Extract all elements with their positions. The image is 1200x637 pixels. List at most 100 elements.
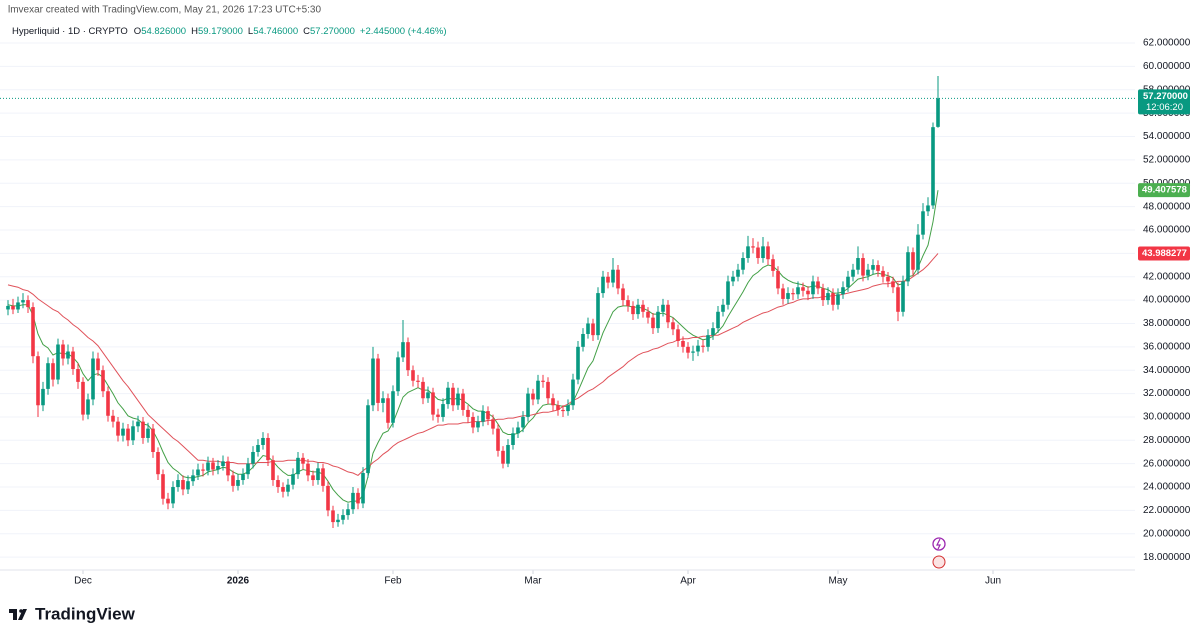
event-icon (932, 537, 946, 551)
candle-body (336, 519, 340, 523)
candle-body (596, 293, 600, 336)
candle-body (726, 281, 730, 305)
y-tick-label: 62.000000 (1143, 38, 1191, 49)
x-tick-label: Mar (524, 576, 542, 587)
candle-body (111, 415, 115, 422)
candle-body (601, 276, 605, 294)
ohlc-value: 59.179000 (198, 26, 243, 37)
candle-body (676, 329, 680, 341)
candle-body (666, 304, 670, 323)
candle-body (586, 323, 590, 334)
candle-body (431, 392, 435, 415)
candle-body (381, 398, 385, 403)
candle-body (836, 294, 840, 305)
candle-body (456, 393, 460, 406)
candle-body (481, 411, 485, 422)
candle-body (81, 381, 85, 415)
candle-body (166, 498, 170, 504)
candle-body (116, 421, 120, 436)
candle-body (786, 293, 790, 299)
candle-body (131, 426, 135, 441)
candle-body (646, 311, 650, 318)
candle-body (791, 293, 795, 295)
candle-body (61, 344, 65, 359)
candle-body (396, 357, 400, 392)
candle-body (306, 463, 310, 476)
y-tick-label: 46.000000 (1143, 225, 1191, 236)
candle-body (926, 205, 930, 212)
candle-body (741, 258, 745, 270)
candle-body (321, 468, 325, 486)
candle-body (841, 287, 845, 295)
candle-body (906, 252, 910, 282)
candle-body (236, 480, 240, 486)
y-tick-label: 54.000000 (1143, 131, 1191, 142)
candle-body (796, 287, 800, 295)
candle-body (201, 469, 205, 471)
ohlc-value: 54.826000 (141, 26, 186, 37)
candle-body (886, 276, 890, 282)
candle-body (866, 269, 870, 276)
candle-body (191, 475, 195, 482)
candle-body (901, 281, 905, 312)
x-tick-label: Jun (985, 576, 1001, 587)
candle-body (491, 419, 495, 429)
change: +2.445000 (+4.46%) (360, 26, 447, 37)
candle-body (571, 379, 575, 406)
candle-body (476, 421, 480, 428)
candle-body (141, 421, 145, 438)
candle-body (531, 393, 535, 400)
candle-body (341, 515, 345, 520)
candle-body (551, 398, 555, 406)
candle-body (126, 428, 130, 441)
ma-value-badge (1138, 246, 1190, 261)
candle-body (801, 287, 805, 291)
ma-value-label: 43.988277 (1142, 248, 1187, 259)
candle-body (426, 392, 430, 399)
candle-body (871, 265, 875, 270)
candle-body (271, 460, 275, 481)
y-tick-label: 60.000000 (1143, 61, 1191, 72)
candle-body (76, 369, 80, 382)
candle-body (826, 293, 830, 301)
candle-body (831, 293, 835, 305)
candle-body (816, 281, 820, 289)
candle-body (566, 405, 570, 412)
candle-body (391, 391, 395, 423)
x-tick-label: Apr (680, 576, 696, 587)
event-icon-bolt (936, 538, 941, 550)
candle-body (731, 276, 735, 282)
candle-body (856, 258, 860, 270)
candle-body (251, 451, 255, 464)
candle-body (546, 381, 550, 399)
candle-body (936, 98, 940, 127)
candle-body (911, 252, 915, 270)
candle-body (91, 358, 95, 400)
y-tick-label: 42.000000 (1143, 271, 1191, 282)
candle-body (246, 463, 250, 475)
candle-body (756, 247, 760, 259)
candle-body (451, 387, 455, 406)
candle-body (471, 416, 475, 428)
candle-body (291, 474, 295, 485)
candle-body (611, 269, 615, 283)
candle-body (41, 388, 45, 406)
candle-body (356, 492, 360, 504)
candle-body (276, 480, 280, 488)
candle-body (346, 509, 350, 516)
candle-body (501, 450, 505, 464)
candle-body (31, 307, 35, 357)
candle-body (846, 276, 850, 288)
candle-body (631, 305, 635, 315)
candle-body (821, 288, 825, 301)
candle-body (486, 411, 490, 420)
candle-body (681, 340, 685, 347)
candle-body (266, 437, 270, 461)
last-price-badge (1138, 89, 1190, 115)
candle-body (21, 300, 25, 303)
candle-body (281, 487, 285, 492)
candle-body (626, 300, 630, 306)
candle-body (721, 304, 725, 312)
